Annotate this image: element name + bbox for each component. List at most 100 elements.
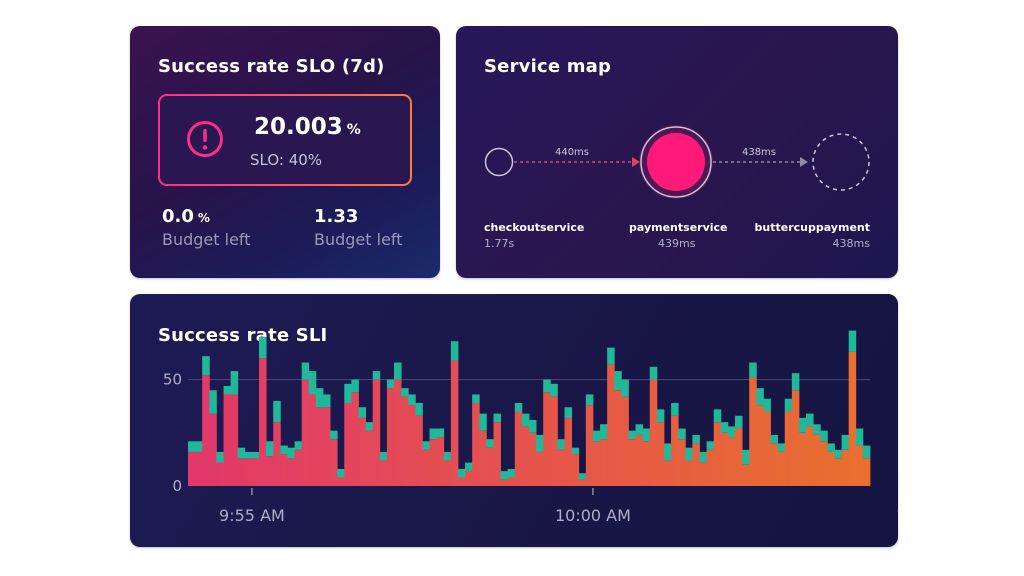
bar-good bbox=[507, 477, 516, 486]
bar-bad bbox=[770, 434, 779, 444]
bar-good bbox=[188, 451, 196, 486]
bar-bad bbox=[564, 407, 573, 418]
bar-bad bbox=[536, 434, 544, 452]
bar-bad bbox=[408, 394, 416, 406]
bar-good bbox=[394, 379, 402, 486]
bar-good bbox=[500, 479, 509, 486]
bar-bad bbox=[543, 379, 551, 393]
bar-bad bbox=[202, 356, 210, 376]
bar-good bbox=[372, 379, 381, 486]
edge-payment-to-buttercup[interactable]: 438ms bbox=[713, 147, 808, 167]
bar-good bbox=[450, 360, 459, 486]
sli-bar-chart: 0 50 9:55 AM 10:00 AM 10:05 AM bbox=[163, 330, 898, 525]
arrow-right-icon bbox=[632, 157, 640, 167]
bar-good bbox=[749, 377, 757, 486]
bar-good bbox=[770, 443, 779, 486]
bar-good bbox=[834, 458, 842, 486]
bar-good bbox=[692, 443, 700, 486]
bar-bad bbox=[607, 347, 615, 365]
x-tick-label: 10:00 AM bbox=[555, 506, 631, 525]
bar-bad bbox=[706, 441, 715, 450]
bar-good bbox=[230, 394, 239, 486]
bar-bad bbox=[244, 451, 253, 459]
bar-bad bbox=[635, 424, 644, 435]
bar-good bbox=[536, 451, 544, 486]
edge-latency: 440ms bbox=[555, 147, 589, 158]
bar-good bbox=[266, 456, 274, 486]
bar-bad bbox=[678, 428, 686, 440]
budget-label: Budget left bbox=[314, 230, 403, 249]
edge-checkout-to-payment[interactable]: 440ms bbox=[514, 147, 640, 167]
bar-bad bbox=[337, 468, 345, 478]
bar-good bbox=[337, 477, 345, 486]
bar-bad bbox=[592, 430, 601, 442]
bar-good bbox=[365, 430, 374, 486]
bar-bad bbox=[756, 388, 764, 406]
bar-bad bbox=[848, 330, 857, 352]
bar-good bbox=[386, 388, 395, 486]
bar-good bbox=[443, 460, 452, 486]
node-label: paymentservice bbox=[629, 221, 728, 234]
bar-bad bbox=[855, 428, 864, 446]
x-tick-label: 10:05 AM bbox=[896, 506, 898, 525]
bar-bad bbox=[273, 400, 281, 423]
bar-good bbox=[578, 479, 587, 486]
bar-bad bbox=[507, 468, 516, 478]
bar-bad bbox=[813, 424, 821, 435]
bar-good bbox=[564, 417, 573, 486]
bar-bad bbox=[287, 447, 295, 459]
bar-bad bbox=[791, 373, 800, 391]
bar-good bbox=[635, 434, 644, 486]
bar-bad bbox=[308, 371, 317, 395]
bar-good bbox=[656, 422, 665, 486]
bar-bad bbox=[301, 362, 310, 380]
bar-good bbox=[195, 451, 203, 486]
bar-good bbox=[813, 434, 821, 486]
bar-bad bbox=[344, 383, 352, 403]
bar-bad bbox=[386, 379, 395, 389]
bar-bad bbox=[727, 426, 736, 438]
bar-bad bbox=[443, 451, 452, 461]
bar-good bbox=[848, 351, 857, 486]
node-paymentservice[interactable] bbox=[639, 125, 713, 199]
bar-good bbox=[571, 454, 580, 486]
bar-bad bbox=[401, 388, 409, 397]
bar-good bbox=[720, 432, 729, 486]
bar-bad bbox=[656, 409, 665, 423]
sli-chart-card[interactable]: Success rate SLI 0 50 9:55 AM 10:00 AM 10:0… bbox=[130, 294, 898, 547]
node-label: buttercuppayment bbox=[754, 221, 870, 234]
node-checkoutservice[interactable] bbox=[484, 147, 514, 177]
bar-bad bbox=[472, 394, 480, 403]
bar-good bbox=[251, 458, 260, 486]
bar-good bbox=[457, 477, 466, 486]
bar-good bbox=[543, 392, 551, 486]
bar-good bbox=[685, 460, 693, 486]
bar-bad bbox=[642, 428, 651, 442]
bar-bad bbox=[372, 371, 381, 380]
bar-good bbox=[827, 451, 835, 486]
bar-bad bbox=[322, 394, 331, 408]
bar-good bbox=[791, 390, 800, 486]
bar-good bbox=[628, 439, 636, 486]
bar-good bbox=[379, 460, 388, 486]
bar-good bbox=[798, 432, 807, 486]
bar-bad bbox=[280, 445, 288, 455]
bar-bad bbox=[585, 394, 594, 406]
node-buttercuppayment[interactable] bbox=[812, 133, 870, 191]
bar-bad bbox=[422, 441, 430, 450]
bar-bad bbox=[777, 443, 786, 452]
bar-good bbox=[308, 394, 317, 486]
slo-value-unit: % bbox=[346, 122, 361, 138]
service-map-card[interactable]: Service map 440ms 438ms checkoutservice … bbox=[456, 26, 898, 278]
bar-bad bbox=[784, 398, 793, 412]
bar-good bbox=[216, 462, 224, 486]
bar-good bbox=[862, 458, 871, 486]
bar-good bbox=[529, 432, 537, 486]
bar-good bbox=[763, 411, 771, 486]
bar-bad bbox=[195, 441, 203, 452]
bar-bad bbox=[571, 447, 580, 455]
bar-bad bbox=[713, 409, 722, 423]
bar-good bbox=[280, 454, 288, 486]
bar-good bbox=[614, 390, 622, 486]
slo-card[interactable]: Success rate SLO (7d) 20.003% SLO: 40% 0… bbox=[130, 26, 440, 278]
